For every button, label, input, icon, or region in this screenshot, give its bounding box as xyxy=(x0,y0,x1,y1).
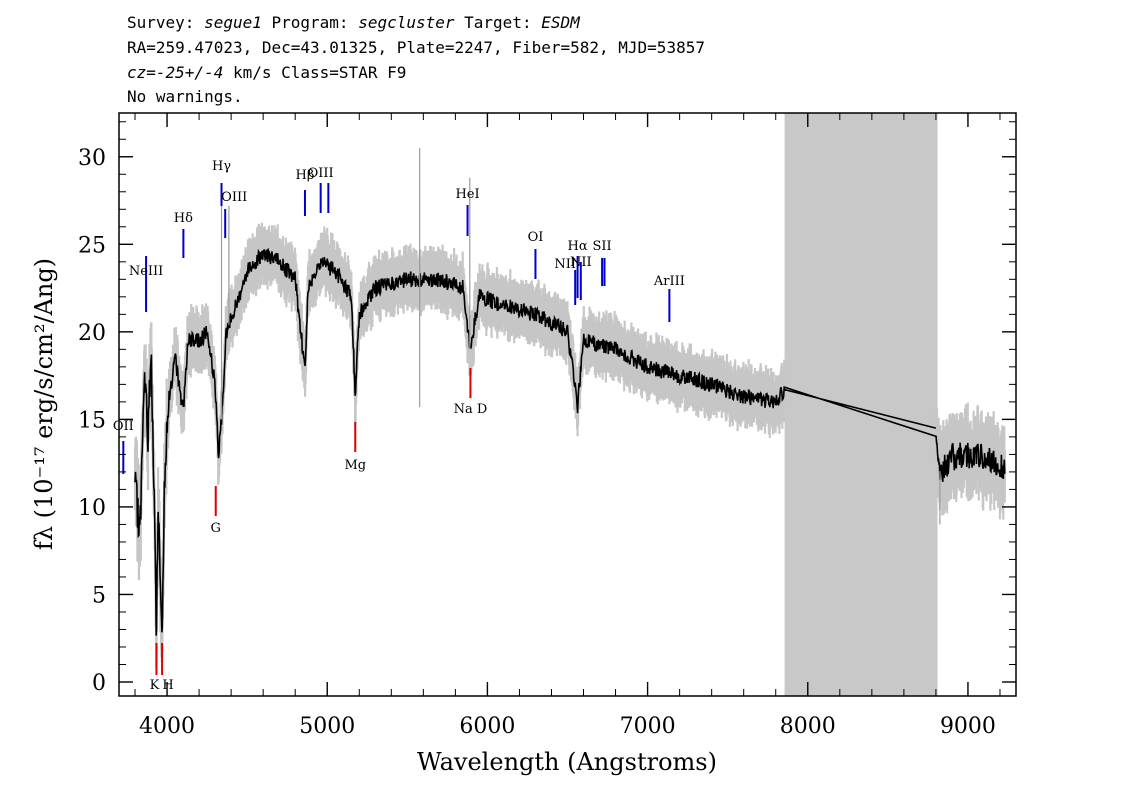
line-markers xyxy=(122,183,671,675)
y-tick-label: 0 xyxy=(92,671,106,696)
absorption-line-label: G xyxy=(211,521,221,536)
x-axis-label: Wavelength (Angstroms) xyxy=(417,748,717,776)
emission-line-label: Hβ xyxy=(296,168,315,183)
y-tick-label: 10 xyxy=(78,496,106,521)
emission-line-label: Hγ xyxy=(212,159,231,174)
header-part: Target: xyxy=(455,13,542,32)
plot-frame xyxy=(118,112,1017,697)
header-part: cz=-25+/-4 xyxy=(127,63,223,82)
header-part: km/s Class=STAR F9 xyxy=(223,63,406,82)
emission-line-label: ArIII xyxy=(653,274,685,289)
y-tick-label: 25 xyxy=(78,233,106,258)
emission-line-label: OI xyxy=(528,230,544,245)
spectrum-line xyxy=(134,248,1006,636)
header-part: Survey: xyxy=(127,13,204,32)
y-tick-label: 30 xyxy=(78,146,106,171)
header-part: segcluster xyxy=(358,13,455,32)
x-axis-ticks: 4000 5000 6000 7000 8000 9000 xyxy=(134,113,1001,739)
spike-group xyxy=(220,148,941,525)
emission-line-label: Hα xyxy=(568,239,588,254)
header-line-2: RA=259.47023, Dec=43.01325, Plate=2247, … xyxy=(127,38,705,57)
y-tick-label: 5 xyxy=(92,583,106,608)
emission-line-label: NeIII xyxy=(129,264,163,279)
x-tick-label: 7000 xyxy=(620,714,676,739)
emission-line-label: OIII xyxy=(221,190,247,205)
y-tick-label: 20 xyxy=(78,321,106,346)
emission-line-label: NII xyxy=(570,255,592,270)
emission-line-label: OII xyxy=(113,419,134,434)
line-labels: OIINeIIIHδHγOIIIHβOIIIHeIOINIIHαNIISIIAr… xyxy=(113,159,685,693)
y-axis-label: fλ (10⁻¹⁷ erg/s/cm²/Ang) xyxy=(30,258,58,550)
header-line-4: No warnings. xyxy=(127,87,243,106)
masked-region xyxy=(784,113,938,696)
x-tick-label: 5000 xyxy=(299,714,355,739)
y-tick-label: 15 xyxy=(78,408,106,433)
absorption-line-label: H xyxy=(162,678,173,693)
header-line-1: Survey: segue1 Program: segcluster Targe… xyxy=(127,13,581,32)
x-tick-label: 9000 xyxy=(940,714,996,739)
header-part: Program: xyxy=(262,13,358,32)
emission-line-label: Hδ xyxy=(174,211,193,226)
x-tick-label: 6000 xyxy=(459,714,515,739)
plot-area xyxy=(122,148,1006,675)
absorption-line-label: Na D xyxy=(454,402,488,417)
emission-line-label: OIII xyxy=(308,166,334,181)
emission-line-label: NII xyxy=(554,257,576,272)
emission-line-label: SII xyxy=(593,239,612,254)
x-tick-label: 8000 xyxy=(780,714,836,739)
x-tick-label: 4000 xyxy=(139,714,195,739)
header-part: segue1 xyxy=(204,13,262,32)
y-axis-ticks: 0 5 10 15 20 25 30 xyxy=(78,121,1016,696)
emission-line-label: HeI xyxy=(455,187,479,202)
absorption-line-label: K xyxy=(150,678,160,693)
header-line-3: cz=-25+/-4 km/s Class=STAR F9 xyxy=(127,63,406,82)
absorption-line-label: Mg xyxy=(344,458,366,473)
header-part: ESDM xyxy=(541,13,581,32)
